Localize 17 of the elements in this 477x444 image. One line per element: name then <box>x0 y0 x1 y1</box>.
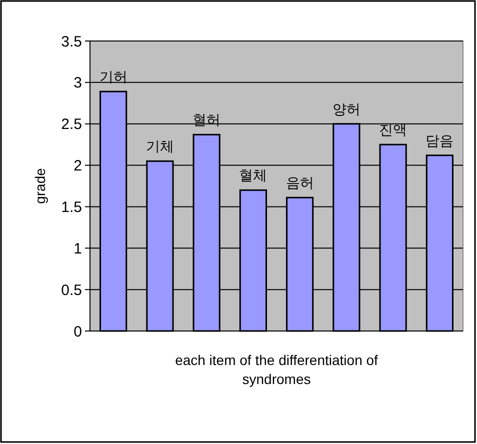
x-tick-label: 음허 <box>286 174 314 191</box>
y-tick-label: 1.5 <box>61 198 82 216</box>
y-tick-label: 1 <box>74 240 82 258</box>
y-tick-label: 2.5 <box>61 116 82 134</box>
x-tick-label: 기체 <box>146 138 174 154</box>
y-tick-label: 3 <box>74 74 82 92</box>
x-tick-label: 담음 <box>426 132 454 148</box>
x-tick-label: 혈체 <box>239 167 268 184</box>
y-tick-label: 3.5 <box>61 33 82 50</box>
y-tick-label: 2 <box>74 158 82 175</box>
x-tick-label: 양허 <box>332 100 360 117</box>
y-tick-label: 0 <box>74 323 82 340</box>
y-axis-title: grade <box>32 168 48 204</box>
x-tick-label: 기허 <box>99 68 128 85</box>
x-tick-label: 진액 <box>379 122 408 138</box>
x-axis-title: each item of the differentiation of syndromes <box>175 352 378 387</box>
y-tick-label: 0.5 <box>61 282 82 299</box>
